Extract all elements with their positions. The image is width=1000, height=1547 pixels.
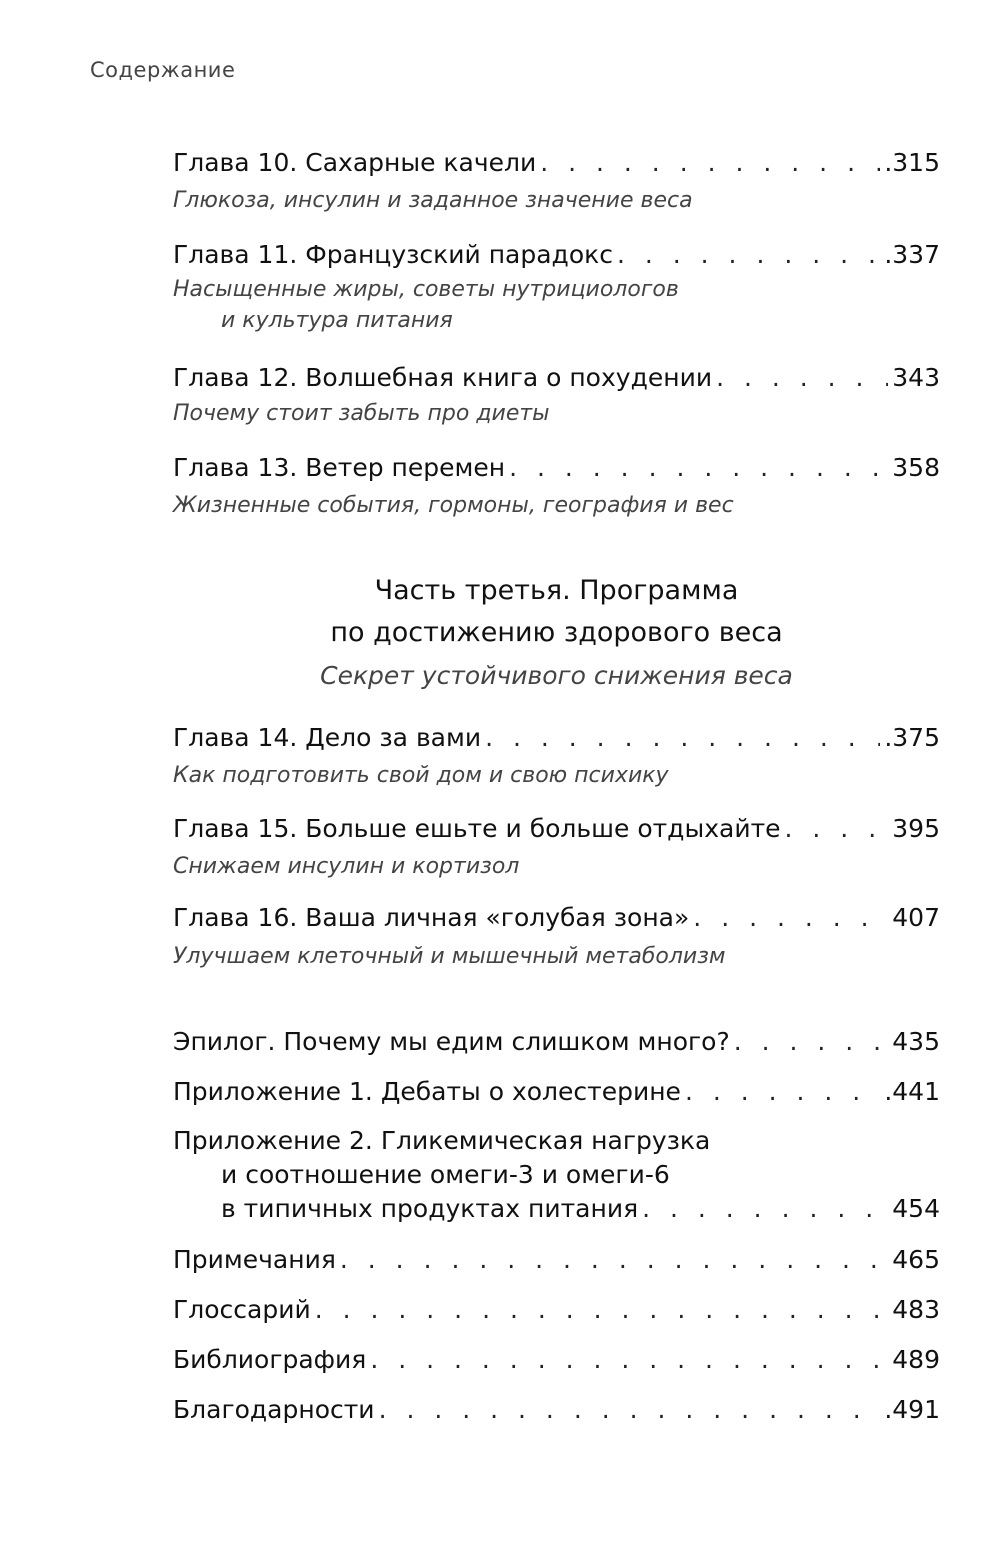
page-number: 465 <box>892 1245 940 1274</box>
page-number: 407 <box>892 903 940 932</box>
toc-entry-appendix-1[interactable]: Приложение 1. Дебаты о холестерине .441 <box>173 1075 940 1109</box>
part-subtitle: Секрет устойчивого снижения веса <box>320 661 793 690</box>
page-number: 483 <box>892 1295 940 1324</box>
dot-leader <box>370 1343 888 1377</box>
entry-title: Глава 13. Ветер перемен <box>173 453 506 482</box>
page-number: 343 <box>892 363 940 392</box>
page-number: .375 <box>884 723 940 752</box>
toc-entry-chapter-10[interactable]: Глава 10. Сахарные качели .315 Глюкоза, и… <box>173 146 940 216</box>
entry-title: Благодарности <box>173 1395 375 1424</box>
running-header: Содержание <box>90 58 236 82</box>
entry-title: Примечания <box>173 1245 336 1274</box>
dot-leader <box>379 1393 881 1427</box>
entry-title: Глава 10. Сахарные качели <box>173 148 537 177</box>
page-number: .491 <box>884 1395 940 1424</box>
page-number: .441 <box>884 1077 940 1106</box>
page-number: 358 <box>892 453 940 482</box>
entry-subtitle: Почему стоит забыть про диеты <box>173 401 550 426</box>
dot-leader <box>693 901 888 935</box>
entry-subtitle: Жизненные события, гормоны, география и … <box>173 493 734 518</box>
page-number: 454 <box>892 1194 940 1223</box>
page-number: 395 <box>892 814 940 843</box>
entry-subtitle-cont: и культура питания <box>221 308 453 333</box>
dot-leader <box>315 1293 889 1327</box>
dot-leader <box>485 721 880 755</box>
entry-subtitle: Как подготовить свой дом и свою психику <box>173 763 669 788</box>
toc-entry-glossary[interactable]: Глоссарий 483 <box>173 1293 940 1327</box>
dot-leader <box>716 361 888 395</box>
entry-title: Приложение 1. Дебаты о холестерине <box>173 1077 681 1106</box>
entry-subtitle: Глюкоза, инсулин и заданное значение вес… <box>173 188 693 213</box>
dot-leader <box>685 1075 880 1109</box>
toc-entry-acknowledgments[interactable]: Благодарности .491 <box>173 1393 940 1427</box>
dot-leader <box>734 1025 889 1059</box>
entry-title: Глава 11. Французский парадокс <box>173 240 613 269</box>
page-number: .337 <box>884 240 940 269</box>
part-title-line1: Часть третья. Программа <box>374 575 739 606</box>
entry-title: Глава 16. Ваша личная «голубая зона» <box>173 903 690 932</box>
toc-entry-epilogue[interactable]: Эпилог. Почему мы едим слишком много? 435 <box>173 1025 940 1059</box>
entry-title: Глава 15. Больше ешьте и больше отдыхайт… <box>173 814 781 843</box>
entry-title: Глава 12. Волшебная книга о похудении <box>173 363 713 392</box>
dot-leader <box>540 146 880 180</box>
toc-entry-bibliography[interactable]: Библиография 489 <box>173 1343 940 1377</box>
toc-entry-chapter-14[interactable]: Глава 14. Дело за вами .375 Как подготови… <box>173 721 940 791</box>
part-heading: Часть третья. Программа по достижению зд… <box>173 570 940 698</box>
toc-entry-appendix-2[interactable]: Приложение 2. Гликемическая нагрузка и с… <box>173 1124 940 1226</box>
page-number: .315 <box>884 148 940 177</box>
dot-leader <box>785 812 889 846</box>
toc-entry-chapter-15[interactable]: Глава 15. Больше ешьте и больше отдыхайт… <box>173 812 940 882</box>
toc-entry-chapter-13[interactable]: Глава 13. Ветер перемен 358 Жизненные соб… <box>173 451 940 521</box>
entry-title: Приложение 2. Гликемическая нагрузка <box>173 1126 711 1155</box>
page-number: 489 <box>892 1345 940 1374</box>
part-title-line2: по достижению здорового веса <box>330 617 783 648</box>
toc-entry-chapter-12[interactable]: Глава 12. Волшебная книга о похудении 343… <box>173 361 940 429</box>
toc-entry-chapter-16[interactable]: Глава 16. Ваша личная «голубая зона»407 … <box>173 901 940 972</box>
entry-subtitle: Снижаем инсулин и кортизол <box>173 854 520 879</box>
entry-title: Глава 14. Дело за вами <box>173 723 482 752</box>
entry-title: Библиография <box>173 1345 367 1374</box>
entry-title: Эпилог. Почему мы едим слишком много? <box>173 1027 730 1056</box>
dot-leader <box>617 238 880 272</box>
dot-leader <box>340 1243 888 1277</box>
entry-title-cont: в типичных продуктах питания <box>221 1194 639 1223</box>
entry-subtitle: Насыщенные жиры, советы нутрициологов <box>173 277 679 302</box>
toc-entry-chapter-11[interactable]: Глава 11. Французский парадокс .337 Насыщ… <box>173 238 940 336</box>
entry-title: Глоссарий <box>173 1295 311 1324</box>
toc-entry-notes[interactable]: Примечания 465 <box>173 1243 940 1277</box>
entry-title-cont: и соотношение омеги-3 и омеги-6 <box>221 1160 670 1189</box>
dot-leader <box>509 451 888 485</box>
entry-subtitle: Улучшаем клеточный и мышечный метаболизм <box>173 944 726 969</box>
page-number: 435 <box>892 1027 940 1056</box>
dot-leader <box>642 1192 888 1226</box>
